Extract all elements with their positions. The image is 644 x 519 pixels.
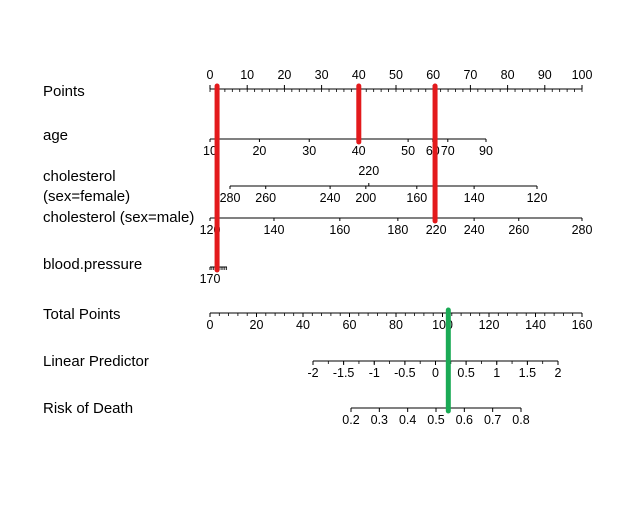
age-tick-label: 30 (302, 144, 316, 158)
cholesterol-male-label: cholesterol (sex=male) (43, 209, 194, 226)
risk-of-death-tick-label: 0.3 (371, 413, 388, 427)
cholesterol-male-tick-label: 240 (464, 223, 485, 237)
linear-predictor-tick-label: -1.5 (333, 366, 355, 380)
cholesterol-female-tick-label: 260 (255, 191, 276, 205)
linear-predictor-tick-label: 1 (493, 366, 500, 380)
blood-pressure-label: blood.pressure (43, 256, 142, 273)
cholesterol-female-tick-label: 120 (527, 191, 548, 205)
linear-predictor-tick-label: -0.5 (394, 366, 416, 380)
risk-of-death-tick-label: 0.2 (342, 413, 359, 427)
cholesterol-female-tick-label: 160 (406, 191, 427, 205)
age-tick-label: 50 (401, 144, 415, 158)
total-points-tick-label: 80 (389, 318, 403, 332)
cholesterol-female-tick-label: 280 (220, 191, 241, 205)
total-points-tick-label: 120 (479, 318, 500, 332)
points-tick-label: 50 (389, 68, 403, 82)
row-cholesterol-male: cholesterol (sex=male)120 140 160 180 220 240… (43, 209, 592, 237)
cholesterol-male-tick-label: 140 (264, 223, 285, 237)
points-tick-label: 40 (352, 68, 366, 82)
age-tick-label: 70 (441, 144, 455, 158)
points-tick-label: 80 (501, 68, 515, 82)
risk-of-death-tick-label: 0.5 (427, 413, 444, 427)
total-points-tick-label: 40 (296, 318, 310, 332)
total-points-label: Total Points (43, 306, 121, 323)
linear-predictor-tick-label: 0 (432, 366, 439, 380)
age-label: age (43, 127, 68, 144)
linear-predictor-tick-label: -1 (369, 366, 380, 380)
risk-of-death-tick-label: 0.7 (484, 413, 501, 427)
age-tick-label: 90 (479, 144, 493, 158)
cholesterol-male-tick-label: 160 (329, 223, 350, 237)
points-tick-label: 90 (538, 68, 552, 82)
row-risk-of-death: Risk of Death 0.2 0.3 0.4 0.5 0.6 0.7 0.8 (43, 400, 530, 427)
cholesterol-female-label-line-1: cholesterol (43, 168, 116, 185)
risk-of-death-tick-label: 0.4 (399, 413, 416, 427)
cholesterol-female-label-line-2: (sex=female) (43, 188, 130, 205)
points-tick-label: 10 (240, 68, 254, 82)
row-linear-predictor: Linear Predictor -2 -1.5 -1 -0.5 0 0.5 1 1.5 2 (43, 353, 562, 380)
points-label: Points (43, 83, 85, 100)
age-tick-label: 10 (203, 144, 217, 158)
cholesterol-male-tick-label: 220 (426, 223, 447, 237)
linear-predictor-label: Linear Predictor (43, 353, 149, 370)
points-tick-label: 60 (426, 68, 440, 82)
cholesterol-female-tick-label: 140 (464, 191, 485, 205)
row-cholesterol-female: cholesterol (sex=female) 280 260 240 200 160 14… (43, 164, 547, 205)
cholesterol-male-tick-label: 180 (387, 223, 408, 237)
points-tick-label: 30 (315, 68, 329, 82)
linear-predictor-tick-label: 0.5 (457, 366, 474, 380)
risk-of-death-label: Risk of Death (43, 400, 133, 417)
row-age: age1020304050607090 (43, 127, 493, 158)
cholesterol-female-top-tick-label: 220 (358, 164, 379, 178)
linear-predictor-tick-label: 1.5 (519, 366, 536, 380)
cholesterol-female-tick-label: 200 (355, 191, 376, 205)
total-points-tick-label: 20 (250, 318, 264, 332)
cholesterol-male-tick-label: 280 (572, 223, 593, 237)
row-blood-pressure: blood.pressure 170 (43, 256, 228, 286)
total-points-tick-label: 60 (343, 318, 357, 332)
blood-pressure-tick-label: 170 (200, 272, 221, 286)
risk-of-death-tick-label: 0.8 (512, 413, 529, 427)
row-points: Points 0 10 20 30 40 50 60 70 80 90 100 (43, 68, 592, 100)
total-points-tick-label: 160 (572, 318, 593, 332)
total-points-tick-label: 0 (207, 318, 214, 332)
age-tick-label: 40 (352, 144, 366, 158)
linear-predictor-tick-label: -2 (307, 366, 318, 380)
cholesterol-male-tick-label: 260 (508, 223, 529, 237)
points-tick-label: 70 (463, 68, 477, 82)
linear-predictor-tick-label: 2 (555, 366, 562, 380)
points-tick-label: 20 (277, 68, 291, 82)
cholesterol-female-tick-label: 240 (320, 191, 341, 205)
points-tick-label: 0 (207, 68, 214, 82)
risk-of-death-tick-label: 0.6 (456, 413, 473, 427)
total-points-tick-label: 140 (525, 318, 546, 332)
points-tick-label: 100 (572, 68, 593, 82)
age-tick-label: 20 (252, 144, 266, 158)
